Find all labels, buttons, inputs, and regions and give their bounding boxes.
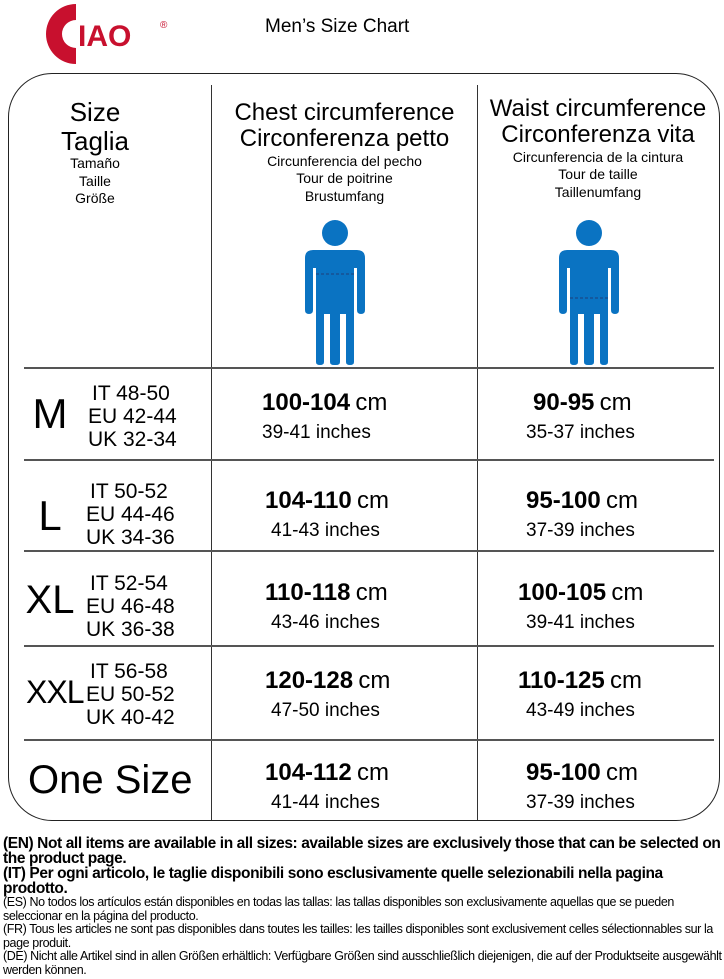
- size-chart-table: [8, 73, 720, 821]
- column-divider: [477, 85, 478, 820]
- waist-measurement: 100-105 cm 39-41 inches: [518, 579, 644, 633]
- row-divider: [24, 550, 714, 552]
- chest-measurement: 120-128 cm 47-50 inches: [265, 667, 391, 721]
- row-divider: [24, 459, 714, 461]
- svg-text:IAO: IAO: [78, 20, 131, 53]
- chest-measurement: 104-112 cm 41-44 inches: [265, 759, 390, 813]
- waist-measurement: 90-95 cm 35-37 inches: [526, 389, 635, 443]
- size-header: Size Taglia Tamaño Taille Größe: [61, 97, 129, 207]
- chest-measurement: 110-118 cm 43-46 inches: [265, 579, 388, 633]
- waist-header: Waist circumference Circonferenza vita C…: [489, 95, 707, 200]
- note-fr: (FR) Tous les articles ne sont pas dispo…: [3, 922, 713, 950]
- note-it: (IT) Per ogni articolo, le taglie dispon…: [3, 865, 663, 897]
- chest-header: Chest circumference Circonferenza petto …: [234, 99, 455, 204]
- chest-measurement: 104-110 cm 41-43 inches: [265, 487, 390, 541]
- row-divider: [24, 367, 714, 369]
- ciao-logo: IAO ®: [44, 2, 174, 66]
- chest-measurement: 100-104 cm 39-41 inches: [262, 389, 388, 443]
- availability-notes: (EN) Not all items are available in all …: [3, 836, 723, 977]
- note-es: (ES) No todos los artículos están dispon…: [3, 895, 674, 923]
- note-en: (EN) Not all items are available in all …: [3, 835, 721, 867]
- column-divider: [211, 85, 212, 820]
- note-de: (DE) Nicht alle Artikel sind in allen Gr…: [3, 949, 722, 977]
- page-title: Men’s Size Chart: [265, 16, 410, 37]
- waist-figure-icon: [559, 220, 619, 365]
- waist-measurement: 95-100 cm 37-39 inches: [526, 487, 639, 541]
- chest-figure-icon: [305, 220, 365, 365]
- row-divider: [24, 645, 714, 647]
- waist-measurement: 110-125 cm 43-49 inches: [518, 667, 643, 721]
- svg-text:®: ®: [160, 20, 168, 31]
- row-divider: [24, 739, 714, 741]
- waist-measurement: 95-100 cm 37-39 inches: [526, 759, 639, 813]
